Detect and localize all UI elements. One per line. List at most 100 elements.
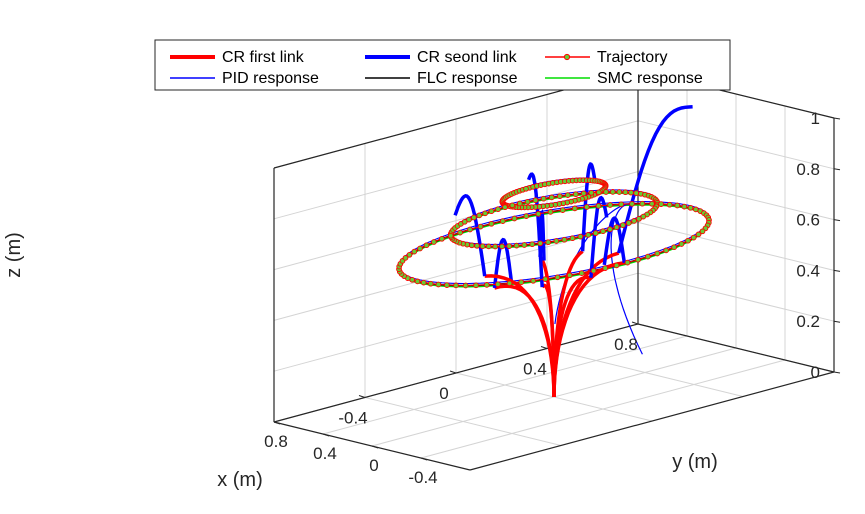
z-tick-mark <box>833 117 841 120</box>
trajectory-marker <box>607 226 613 233</box>
legend-box <box>154 39 731 91</box>
trajectory-marker <box>561 236 568 243</box>
x-tick-label: 0.4 <box>313 444 337 463</box>
legend-label: FLC response <box>417 70 518 87</box>
trajectory-marker <box>674 202 681 209</box>
trajectory-marker <box>477 223 484 230</box>
trajectory-marker <box>535 211 542 217</box>
x-tick-label: 0 <box>369 456 378 475</box>
trajectory-marker <box>654 250 661 257</box>
cr-first-link <box>494 284 556 398</box>
pid-transient-line <box>610 203 643 355</box>
trajectory-marker <box>542 276 549 282</box>
trajectory-marker <box>530 277 537 284</box>
trajectory-marker <box>639 200 646 207</box>
z-axis-label: z (m) <box>3 232 25 278</box>
trajectory-marker <box>523 185 529 192</box>
y-tick-mark <box>449 370 457 374</box>
trajectory-marker <box>559 207 566 213</box>
cr-second-link <box>526 172 544 288</box>
trajectory-marker <box>595 203 602 209</box>
axes-box-edge <box>469 371 835 471</box>
trajectory-marker <box>495 206 501 213</box>
floor-gridline-y <box>364 397 562 446</box>
cr-second-link <box>580 162 597 252</box>
trajectory-marker <box>603 189 609 195</box>
trajectory-marker <box>506 280 513 287</box>
trajectory-marker <box>431 239 437 245</box>
trajectory-marker <box>636 215 642 222</box>
trajectory-marker <box>547 209 554 215</box>
trajectory-marker <box>618 201 625 208</box>
trajectory-marker <box>499 243 505 250</box>
trajectory-marker <box>488 208 495 215</box>
trajectory-marker <box>695 231 702 238</box>
trajectory-marker <box>435 281 442 288</box>
legend-label: Trajectory <box>597 49 668 66</box>
trajectory-marker <box>483 282 490 288</box>
z-tick-mark <box>833 371 841 374</box>
trajectory-marker <box>439 235 445 242</box>
trajectory-marker <box>663 247 669 254</box>
trajectory-marker <box>554 274 561 281</box>
cr-second-link <box>589 195 609 278</box>
trajectory-marker <box>523 213 530 219</box>
y-tick-mark <box>631 321 639 325</box>
trajectory-marker <box>414 278 421 285</box>
trajectory-marker <box>423 242 430 249</box>
legend-label: PID response <box>222 70 319 87</box>
trajectory-marker <box>492 243 499 250</box>
x-tick-mark <box>420 457 428 461</box>
trajectory-marker <box>699 228 706 235</box>
wall-gridline-z <box>273 171 639 271</box>
trajectory-marker <box>471 214 477 221</box>
trajectory-marker <box>506 243 513 249</box>
z-tick-label: 0.6 <box>796 211 820 230</box>
trajectory-marker <box>649 200 655 207</box>
trajectory-marker <box>444 282 450 288</box>
trajectory-marker <box>624 259 631 266</box>
plot-curves <box>396 105 712 398</box>
z-tick-mark <box>833 269 841 272</box>
cr-second-link <box>453 193 487 277</box>
y-tick-label: 0.4 <box>523 360 547 379</box>
trajectory-marker <box>616 189 623 195</box>
wall-gridline-z <box>637 120 835 170</box>
trajectory-marker <box>607 202 613 208</box>
trajectory-marker <box>577 233 584 240</box>
trajectory-marker <box>685 237 691 244</box>
trajectory-marker <box>524 198 531 205</box>
x-tick-label: 0.8 <box>264 432 288 451</box>
x-axis-label: x (m) <box>217 469 263 491</box>
trajectory-marker <box>571 205 578 212</box>
trajectory-marker <box>583 204 590 210</box>
wall-gridline-z <box>637 221 835 271</box>
trajectory-marker <box>625 220 632 226</box>
z-tick-mark <box>833 320 841 323</box>
trajectory-marker <box>595 189 602 196</box>
trajectory-marker <box>585 232 592 238</box>
trajectory-marker <box>457 229 463 236</box>
trajectory-marker <box>588 189 595 196</box>
trajectory-marker <box>479 243 486 250</box>
y-tick-label: 0.8 <box>614 335 638 354</box>
trajectory-marker <box>468 242 475 249</box>
trajectory-marker <box>417 245 423 252</box>
z-tick-label: 1 <box>811 109 820 128</box>
trajectory-marker <box>635 256 641 263</box>
trajectory-marker <box>509 202 516 209</box>
trajectory-marker <box>590 267 597 274</box>
trajectory-marker <box>545 239 552 246</box>
z-tick-mark <box>833 168 841 171</box>
trajectory-marker <box>488 220 495 227</box>
trajectory-marker <box>629 201 635 207</box>
cr-second-link <box>492 237 514 289</box>
trajectory-marker <box>564 192 571 198</box>
trajectory-marker <box>613 262 620 269</box>
trajectory-marker <box>447 232 454 239</box>
trajectory-marker <box>511 215 518 222</box>
trajectory-marker <box>513 242 520 249</box>
trajectory-marker <box>502 204 508 211</box>
trajectory-marker <box>645 253 651 260</box>
trajectory-marker <box>690 234 697 241</box>
